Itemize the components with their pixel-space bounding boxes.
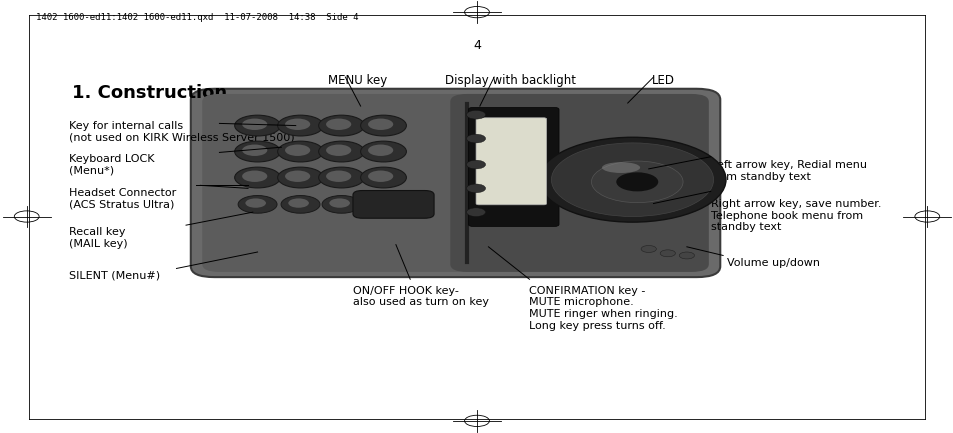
Circle shape [322,196,360,213]
Text: 4: 4 [473,39,480,52]
Text: Left arrow key, Redial menu
from standby text: Left arrow key, Redial menu from standby… [710,160,866,182]
Text: Display with backlight: Display with backlight [444,74,576,87]
Text: LED: LED [651,74,674,87]
Circle shape [285,145,310,156]
Circle shape [466,160,485,169]
Circle shape [360,167,406,188]
Circle shape [679,252,694,259]
FancyBboxPatch shape [468,107,558,226]
Circle shape [238,196,276,213]
Circle shape [277,141,323,162]
Text: 1. Construction: 1. Construction [71,84,227,103]
Circle shape [368,171,393,182]
Text: Right arrow key, save number.
Telephone book menu from
standby text: Right arrow key, save number. Telephone … [710,199,881,233]
Circle shape [616,172,658,191]
Text: SILENT (Menu#): SILENT (Menu#) [69,271,160,281]
Circle shape [591,161,682,203]
Circle shape [326,145,351,156]
Text: MENU key: MENU key [328,74,387,87]
Circle shape [466,134,485,143]
Circle shape [288,198,309,208]
Circle shape [329,198,350,208]
Circle shape [234,167,280,188]
Circle shape [659,250,675,257]
Text: Key for internal calls
(not used on KIRK Wireless Server 1500): Key for internal calls (not used on KIRK… [69,121,294,143]
FancyBboxPatch shape [202,94,498,272]
Circle shape [242,145,267,156]
FancyBboxPatch shape [353,191,434,218]
Circle shape [640,246,656,252]
Circle shape [318,167,364,188]
Circle shape [326,171,351,182]
Circle shape [277,115,323,136]
FancyBboxPatch shape [476,118,546,205]
Circle shape [360,141,406,162]
Text: 1402 1600-ed11:1402 1600-ed11.qxd  11-07-2008  14:38  Side 4: 1402 1600-ed11:1402 1600-ed11.qxd 11-07-… [36,13,358,22]
Circle shape [360,115,406,136]
Circle shape [277,167,323,188]
Circle shape [326,119,351,130]
Circle shape [234,141,280,162]
Circle shape [285,119,310,130]
Circle shape [242,171,267,182]
Circle shape [234,115,280,136]
Circle shape [318,141,364,162]
Text: Recall key
(MAIL key): Recall key (MAIL key) [69,227,127,249]
Circle shape [285,171,310,182]
FancyBboxPatch shape [191,89,720,277]
Circle shape [368,145,393,156]
Circle shape [538,137,725,222]
Circle shape [242,119,267,130]
Circle shape [466,184,485,193]
Circle shape [466,110,485,119]
Circle shape [245,198,266,208]
Circle shape [281,196,319,213]
FancyBboxPatch shape [450,94,708,272]
Circle shape [551,143,713,216]
Text: ON/OFF HOOK key-
also used as turn on key: ON/OFF HOOK key- also used as turn on ke… [353,286,489,307]
Circle shape [318,115,364,136]
Text: Keyboard LOCK
(Menu*): Keyboard LOCK (Menu*) [69,154,154,175]
Ellipse shape [601,162,639,173]
Circle shape [466,208,485,216]
Text: CONFIRMATION key -
MUTE microphone.
MUTE ringer when ringing.
Long key press tur: CONFIRMATION key - MUTE microphone. MUTE… [529,286,678,330]
Text: Headset Connector
(ACS Stratus Ultra): Headset Connector (ACS Stratus Ultra) [69,188,175,210]
Text: Volume up/down: Volume up/down [726,258,819,268]
Circle shape [368,119,393,130]
